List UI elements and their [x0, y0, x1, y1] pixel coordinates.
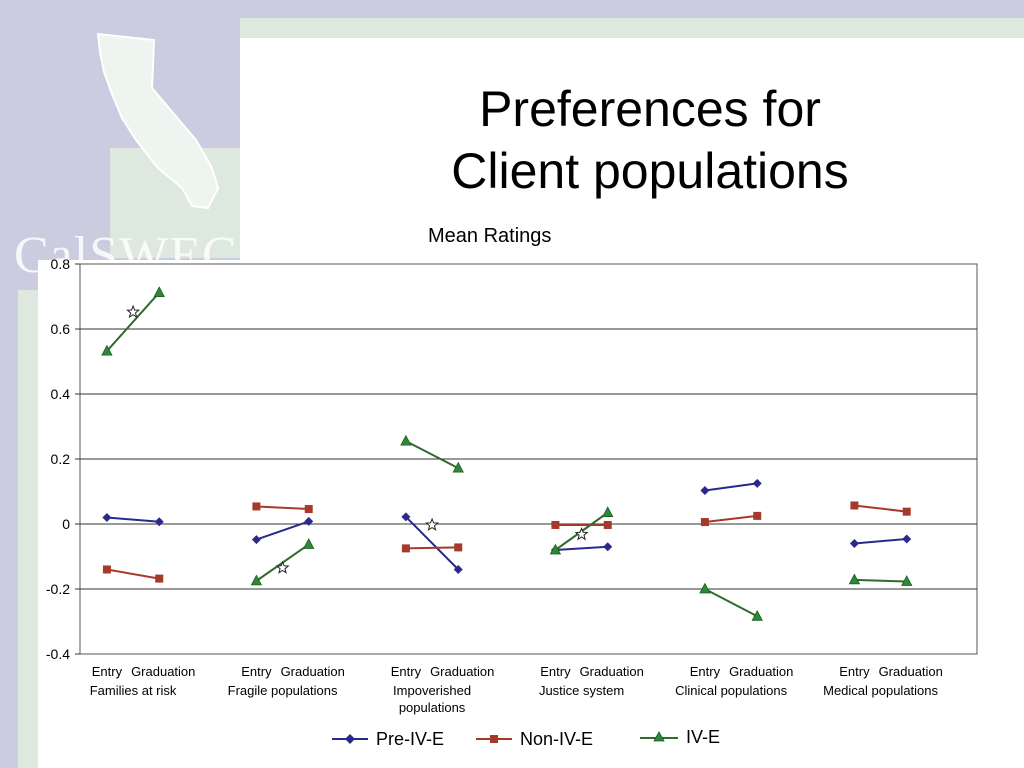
x-tick-label-graduation: Graduation: [430, 664, 494, 679]
group-label: Medical populations: [823, 683, 938, 698]
y-tick-label: 0.8: [51, 256, 71, 272]
y-tick-label: 0.6: [51, 321, 71, 337]
triangle-marker-icon: [640, 731, 678, 742]
series-line-pre: [106, 516, 160, 523]
data-point-non-entry: [700, 518, 709, 527]
x-tick-label-entry: Entry: [92, 664, 123, 679]
data-point-non-entry: [252, 502, 261, 511]
significance-star-marker: [425, 517, 440, 531]
x-tick-label-graduation: Graduation: [281, 664, 345, 679]
group-label: Fragile populations: [228, 683, 338, 698]
x-tick-label-graduation: Graduation: [580, 664, 644, 679]
group-label: Impoverished: [393, 683, 471, 698]
data-point-ive-entry: [400, 434, 412, 446]
data-point-ive-entry: [699, 582, 711, 594]
y-tick-label: -0.4: [46, 646, 70, 662]
series-line-pre: [555, 545, 608, 551]
data-point-pre-graduation: [603, 542, 613, 552]
background-green-stripe: [240, 18, 1024, 38]
series-line-pre: [405, 516, 459, 571]
legend-item-non: Non-IV-E: [476, 726, 593, 752]
x-tick-label-graduation: Graduation: [729, 664, 793, 679]
series-line-non: [405, 546, 459, 550]
diamond-marker-icon: [332, 734, 368, 744]
data-point-ive-entry: [101, 344, 113, 356]
series-line-non: [854, 504, 907, 513]
significance-star-marker: [126, 304, 141, 319]
series-line-non: [256, 505, 309, 511]
data-point-non-graduation: [753, 511, 762, 520]
background-green-left-stripe: [18, 290, 38, 768]
chart-subtitle: Mean Ratings: [428, 225, 552, 247]
series-line-pre: [256, 520, 310, 541]
background-top-band: [0, 0, 1024, 18]
series-line-ive: [704, 588, 758, 618]
data-point-pre-graduation: [304, 516, 314, 526]
legend-label-non: Non-IV-E: [520, 728, 594, 749]
y-tick-label: 0: [62, 516, 70, 532]
x-tick-label-entry: Entry: [839, 664, 870, 679]
data-point-ive-graduation: [602, 506, 614, 518]
square-marker-icon: [476, 735, 512, 743]
legend-label-ive: IV-E: [686, 726, 721, 747]
data-point-ive-entry: [250, 574, 263, 586]
data-point-pre-graduation: [154, 517, 164, 527]
y-tick-label: 0.4: [51, 386, 71, 402]
data-point-non-entry: [551, 520, 560, 529]
series-line-pre: [704, 482, 758, 492]
group-label: Families at risk: [90, 683, 177, 698]
legend-label-pre: Pre-IV-E: [376, 728, 445, 749]
title-line-1: Preferences for: [479, 81, 821, 137]
significance-star-marker: [574, 527, 589, 541]
data-point-non-entry: [401, 544, 410, 553]
series-line-ive: [405, 440, 459, 469]
data-point-non-graduation: [304, 505, 313, 514]
slide-title: Preferences for Client populations: [400, 78, 900, 202]
data-point-ive-graduation: [153, 286, 165, 297]
data-point-ive-graduation: [452, 461, 464, 473]
x-tick-label-graduation: Graduation: [879, 664, 943, 679]
series-line-non: [106, 568, 160, 580]
california-map-icon: [96, 32, 220, 210]
series-line-ive: [854, 578, 907, 583]
x-tick-label-entry: Entry: [690, 664, 721, 679]
title-line-2: Client populations: [451, 143, 849, 199]
x-tick-label-entry: Entry: [540, 664, 571, 679]
y-tick-label: 0.2: [51, 451, 71, 467]
data-point-ive-graduation: [303, 538, 315, 549]
x-tick-label-graduation: Graduation: [131, 664, 195, 679]
data-point-ive-graduation: [751, 609, 763, 621]
data-point-pre-entry: [251, 535, 261, 545]
data-point-non-entry: [850, 501, 859, 510]
significance-star-marker: [275, 560, 290, 574]
x-tick-label-entry: Entry: [241, 664, 272, 679]
series-line-non: [704, 514, 758, 524]
data-point-pre-graduation: [902, 534, 912, 544]
legend-item-ive: IV-E: [640, 724, 720, 750]
data-point-ive-entry: [549, 543, 562, 555]
y-tick-label: -0.2: [46, 581, 70, 597]
data-point-ive-graduation: [901, 575, 913, 586]
data-point-ive-entry: [848, 573, 861, 585]
series-line-pre: [854, 537, 907, 545]
data-point-non-graduation: [155, 574, 164, 583]
data-point-pre-entry: [700, 486, 710, 496]
legend-item-pre: Pre-IV-E: [332, 726, 444, 752]
data-point-pre-graduation: [752, 478, 762, 488]
data-point-non-graduation: [454, 543, 463, 552]
data-point-pre-entry: [102, 513, 112, 522]
x-tick-label-entry: Entry: [391, 664, 422, 679]
data-point-pre-entry: [401, 512, 411, 522]
line-chart: -0.4 -0.2 0 0.2 0.4 0.6 0.8 Entry Graduation Fami…: [46, 256, 978, 715]
data-point-pre-entry: [849, 539, 859, 548]
data-point-non-graduation: [902, 507, 911, 516]
data-point-pre-graduation: [453, 565, 463, 574]
data-point-non-graduation: [603, 520, 612, 529]
series-line-ive: [106, 291, 160, 352]
data-point-non-entry: [102, 565, 111, 574]
group-label: Clinical populations: [675, 683, 788, 698]
group-label: populations: [399, 700, 466, 715]
group-label: Justice system: [539, 683, 624, 698]
